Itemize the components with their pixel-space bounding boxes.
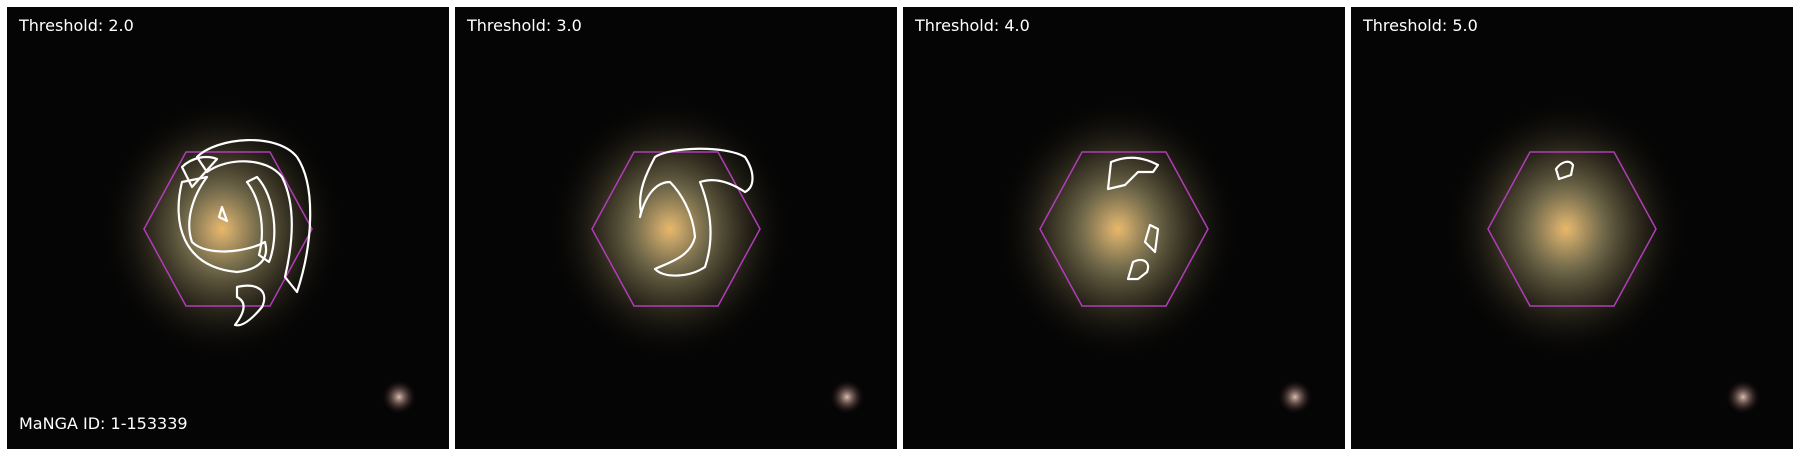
threshold-label: Threshold: 5.0 (1363, 16, 1478, 35)
galaxy-image (7, 7, 449, 449)
background-star (381, 379, 417, 415)
galaxy-image (455, 7, 897, 449)
galaxy-panel-2: Threshold: 3.0 (455, 7, 897, 449)
galaxy-panel-3: Threshold: 4.0 (903, 7, 1345, 449)
background-star (829, 379, 865, 415)
hexagon-footprint (591, 151, 761, 307)
galaxy-halo (97, 94, 347, 364)
galaxy-panel-4: Threshold: 5.0 (1351, 7, 1793, 449)
galaxy-halo (993, 94, 1243, 364)
galaxy-halo (545, 94, 795, 364)
hexagon-footprint (1487, 151, 1657, 307)
galaxy-halo (1441, 94, 1691, 364)
background-star (1277, 379, 1313, 415)
hexagon-footprint (143, 151, 313, 307)
background-star (1725, 379, 1761, 415)
hexagon-footprint (1039, 151, 1209, 307)
galaxy-panel-1: Threshold: 2.0 MaNGA ID: 1-153339 (7, 7, 449, 449)
contour-lines (638, 147, 754, 277)
threshold-label: Threshold: 4.0 (915, 16, 1030, 35)
galaxy-image (903, 7, 1345, 449)
manga-id-label: MaNGA ID: 1-153339 (19, 414, 188, 433)
threshold-label: Threshold: 2.0 (19, 16, 134, 35)
contour-lines (1106, 156, 1160, 281)
contour-lines (177, 138, 312, 327)
contour-lines (1554, 160, 1575, 181)
threshold-label: Threshold: 3.0 (467, 16, 582, 35)
galaxy-image (1351, 7, 1793, 449)
